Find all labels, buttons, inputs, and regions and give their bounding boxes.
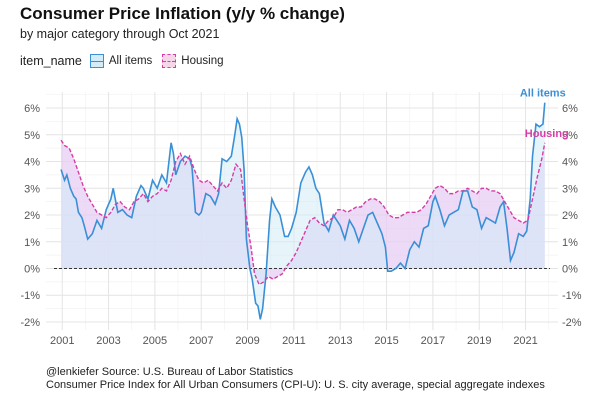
legend-item-all-items: All items — [89, 54, 153, 68]
x-tick-label: 2005 — [143, 335, 167, 347]
legend-label-housing: Housing — [181, 55, 224, 67]
y-tick-label-right: 2% — [562, 210, 578, 222]
area-all-items — [61, 102, 545, 320]
x-tick-label: 2017 — [421, 335, 445, 347]
y-tick-label-left: 3% — [24, 183, 40, 195]
y-tick-label-left: 4% — [24, 157, 40, 169]
legend-item-housing: Housing — [162, 54, 224, 68]
y-tick-label-right: 1% — [562, 237, 578, 249]
y-tick-label-left: 5% — [24, 130, 40, 142]
legend-title: item_name — [20, 54, 82, 68]
legend: item_name All items Housing — [20, 52, 234, 70]
legend-label-all-items: All items — [108, 55, 153, 67]
y-tick-label-left: 1% — [24, 237, 40, 249]
legend-key-housing — [162, 54, 177, 68]
chart-subtitle: by major category through Oct 2021 — [20, 27, 220, 41]
x-tick-label: 2003 — [96, 335, 120, 347]
end-label-all-items: All items — [520, 88, 566, 100]
source-note: Consumer Price Index for All Urban Consu… — [46, 379, 545, 391]
y-tick-label-right: 6% — [562, 103, 578, 115]
source-credit: @lenkiefer Source: U.S. Bureau of Labor … — [46, 366, 294, 378]
chart-title: Consumer Price Inflation (y/y % change) — [20, 4, 345, 23]
x-tick-label: 2011 — [282, 335, 306, 347]
y-tick-label-left: 0% — [24, 263, 40, 275]
x-tick-label: 2009 — [235, 335, 259, 347]
y-tick-label-left: -2% — [20, 317, 40, 329]
y-tick-label-left: 6% — [24, 103, 40, 115]
y-tick-label-right: 4% — [562, 157, 578, 169]
y-tick-label-right: 5% — [562, 130, 578, 142]
y-tick-label-right: 0% — [562, 263, 578, 275]
end-label-housing: Housing — [525, 128, 569, 140]
line-housing — [60, 139, 546, 286]
x-tick-label: 2019 — [467, 335, 491, 347]
y-tick-label-left: -1% — [20, 290, 40, 302]
x-tick-label: 2013 — [328, 335, 352, 347]
y-tick-label-left: 2% — [24, 210, 40, 222]
x-tick-label: 2007 — [189, 335, 213, 347]
legend-key-all-items — [89, 54, 104, 68]
x-tick-label: 2001 — [50, 335, 74, 347]
y-tick-label-right: -1% — [562, 290, 582, 302]
x-tick-label: 2021 — [513, 335, 537, 347]
y-tick-label-right: 3% — [562, 183, 578, 195]
y-tick-label-right: -2% — [562, 317, 582, 329]
x-tick-label: 2015 — [374, 335, 398, 347]
